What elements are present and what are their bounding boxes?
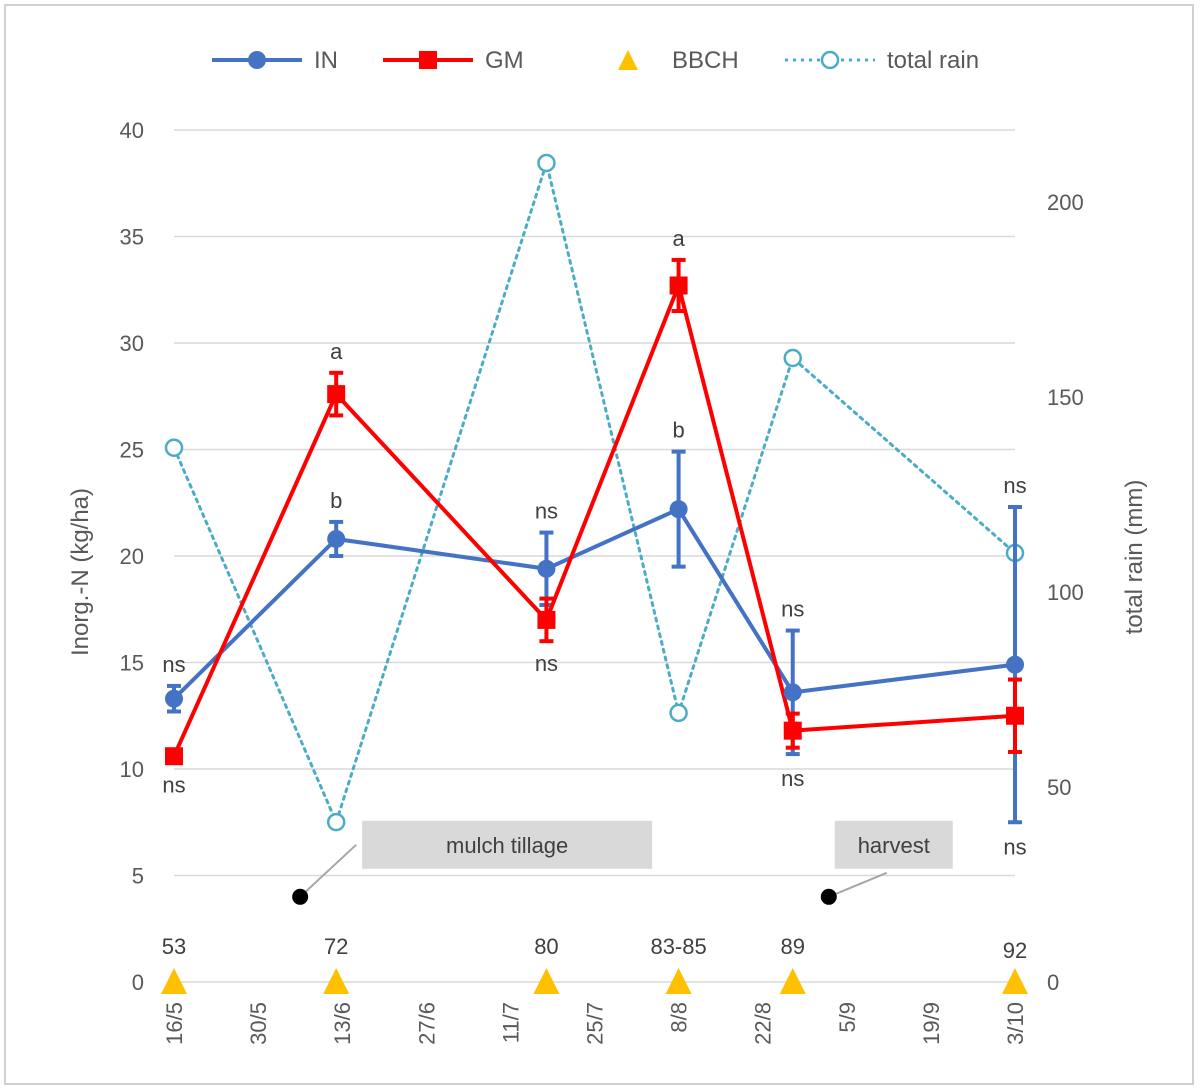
y2-tick-label: 50 bbox=[1047, 775, 1071, 800]
in-point bbox=[327, 529, 346, 548]
in-point bbox=[165, 689, 183, 708]
x-tick-label: 13/6 bbox=[330, 1002, 355, 1045]
gm-significance-label: ns bbox=[162, 773, 185, 798]
series-line-in bbox=[172, 506, 1016, 701]
bbch-marker bbox=[161, 968, 187, 994]
callout-leader-harvest bbox=[828, 871, 888, 898]
rain-point bbox=[537, 153, 556, 173]
bbch-label: 72 bbox=[324, 934, 348, 959]
in-significance-label: ns bbox=[1003, 473, 1026, 498]
grid-lines bbox=[174, 129, 1015, 983]
series-line-gm bbox=[172, 279, 1016, 758]
event-marker-mulch-tillage bbox=[292, 888, 309, 905]
in-point bbox=[1006, 655, 1024, 674]
gm-point bbox=[1006, 706, 1024, 725]
y-tick-label: 15 bbox=[120, 651, 144, 676]
y2-tick-label: 100 bbox=[1047, 580, 1084, 605]
bbch-marker bbox=[779, 968, 806, 994]
annotation-layer: ns b ns b ns ns ns a ns a ns ns 53 72 80 83-85 89 92 mulch… bbox=[162, 226, 1027, 963]
in-point bbox=[537, 559, 556, 578]
bbch-label: 92 bbox=[1003, 938, 1027, 963]
gm-significance-label: ns bbox=[1003, 834, 1026, 859]
legend-label-total-rain: total rain bbox=[887, 47, 979, 74]
y-tick-label: 25 bbox=[120, 438, 144, 463]
y2-axis-title: total rain (mm) bbox=[1121, 480, 1148, 635]
legend-marker-bbch bbox=[618, 50, 638, 70]
bbch-marker bbox=[1002, 968, 1028, 994]
legend-label-in: IN bbox=[314, 47, 338, 74]
x-tick-label: 25/7 bbox=[583, 1002, 608, 1045]
gm-significance-label: ns bbox=[781, 766, 804, 791]
gm-significance-label: ns bbox=[535, 651, 558, 676]
in-significance-label: ns bbox=[162, 652, 185, 677]
y2-tick-label: 200 bbox=[1047, 190, 1084, 215]
y-axis-title: Inorg.-N (kg/ha) bbox=[67, 488, 94, 656]
gm-significance-label: a bbox=[330, 339, 343, 364]
x-tick-label: 27/6 bbox=[414, 1002, 439, 1045]
event-marker-harvest bbox=[820, 888, 837, 905]
x-tick-label: 22/8 bbox=[751, 1002, 776, 1045]
bbch-label: 80 bbox=[534, 934, 558, 959]
bbch-marker bbox=[323, 968, 350, 994]
gm-point bbox=[537, 610, 556, 629]
rain-point bbox=[669, 703, 688, 723]
callout-leader-mulch-tillage bbox=[299, 844, 357, 898]
legend: IN GM BBCH total rain bbox=[212, 47, 979, 74]
in-significance-label: ns bbox=[781, 597, 804, 622]
x-tick-label: 11/7 bbox=[498, 1002, 523, 1043]
rain-point bbox=[164, 438, 184, 457]
y-tick-label: 35 bbox=[120, 225, 144, 250]
bbch-marker bbox=[533, 968, 560, 994]
legend-marker-gm bbox=[419, 51, 437, 69]
legend-label-bbch: BBCH bbox=[672, 47, 739, 74]
in-point bbox=[783, 683, 802, 702]
gm-point bbox=[669, 276, 688, 295]
in-point bbox=[669, 500, 688, 519]
x-tick-label: 19/9 bbox=[919, 1002, 944, 1045]
gm-significance-label: a bbox=[672, 226, 685, 251]
chart-svg: 0 5 10 15 20 25 30 35 40 0 50 100 150 200 16/5 30/5 13… bbox=[67, 47, 1148, 1045]
series-layer bbox=[161, 153, 1028, 994]
in-significance-label: b bbox=[330, 488, 342, 513]
in-significance-label: ns bbox=[535, 499, 558, 524]
y-tick-label: 0 bbox=[132, 970, 144, 995]
callout-text-harvest: harvest bbox=[858, 833, 930, 858]
y-tick-label: 40 bbox=[120, 118, 144, 143]
y-tick-label: 10 bbox=[120, 757, 144, 782]
legend-label-gm: GM bbox=[485, 47, 524, 74]
legend-marker-total-rain bbox=[820, 50, 840, 70]
right-axis-ticks: 0 50 100 150 200 bbox=[1047, 190, 1084, 995]
x-axis-ticks: 16/5 30/5 13/6 27/6 11/7 25/7 8/8 22/8 5/9 19/9 3/… bbox=[162, 1002, 1028, 1045]
legend-marker-in bbox=[248, 51, 266, 69]
y-tick-label: 20 bbox=[120, 544, 144, 569]
bbch-label: 53 bbox=[162, 934, 186, 959]
y-tick-label: 5 bbox=[132, 864, 144, 889]
y-tick-label: 30 bbox=[120, 331, 144, 356]
gm-point bbox=[165, 747, 183, 766]
left-axis-ticks: 0 5 10 15 20 25 30 35 40 bbox=[120, 118, 144, 995]
callout-text-mulch-tillage: mulch tillage bbox=[446, 833, 568, 858]
chart-frame: 0 5 10 15 20 25 30 35 40 0 50 100 150 200 16/5 30/5 13… bbox=[4, 4, 1194, 1085]
series-line-total-rain bbox=[172, 157, 1017, 827]
callout-box-harvest bbox=[834, 820, 953, 869]
callout-box-mulch-tillage bbox=[362, 820, 653, 869]
x-tick-label: 3/10 bbox=[1003, 1002, 1028, 1045]
gm-point bbox=[783, 721, 802, 740]
rain-point bbox=[783, 348, 802, 368]
x-tick-label: 8/8 bbox=[667, 1002, 692, 1033]
in-significance-label: b bbox=[672, 418, 684, 443]
rain-point bbox=[326, 812, 346, 832]
bbch-label: 83-85 bbox=[650, 934, 706, 959]
bbch-marker bbox=[665, 968, 692, 994]
y2-tick-label: 150 bbox=[1047, 385, 1084, 410]
y2-tick-label: 0 bbox=[1047, 970, 1059, 995]
x-tick-label: 16/5 bbox=[162, 1002, 187, 1045]
x-tick-label: 30/5 bbox=[246, 1002, 271, 1045]
bbch-label: 89 bbox=[780, 934, 804, 959]
gm-point bbox=[327, 385, 346, 404]
x-tick-label: 5/9 bbox=[835, 1002, 860, 1033]
